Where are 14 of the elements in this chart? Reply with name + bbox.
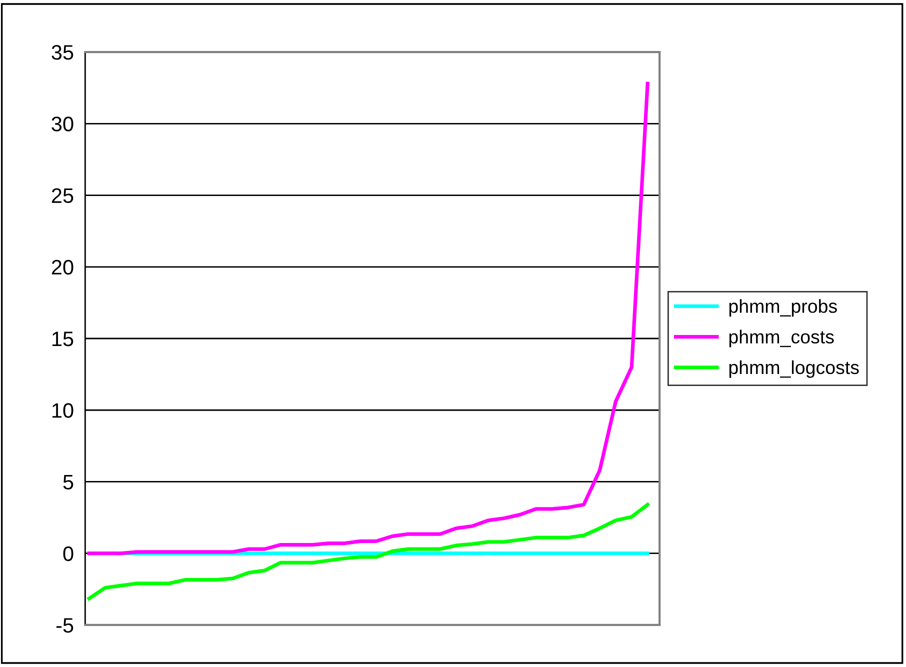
- y-tick-label: 20: [52, 260, 74, 275]
- y-tick-label: 25: [52, 188, 74, 204]
- y-tick-label: 15: [52, 332, 74, 346]
- y-tick-label: 5: [63, 474, 74, 490]
- y-tick-label: 10: [52, 403, 74, 418]
- y-tick-label: 30: [52, 116, 74, 132]
- legend-label: phmm_probs: [729, 299, 837, 317]
- y-tick-label: -5: [56, 618, 74, 633]
- legend-label: phmm_logcosts: [729, 360, 859, 378]
- y-tick-label: 0: [63, 546, 74, 562]
- line-series: [87, 502, 650, 600]
- y-tick-label: 35: [52, 45, 74, 60]
- line-series: [87, 82, 650, 556]
- legend-label: phmm_costs: [729, 330, 834, 348]
